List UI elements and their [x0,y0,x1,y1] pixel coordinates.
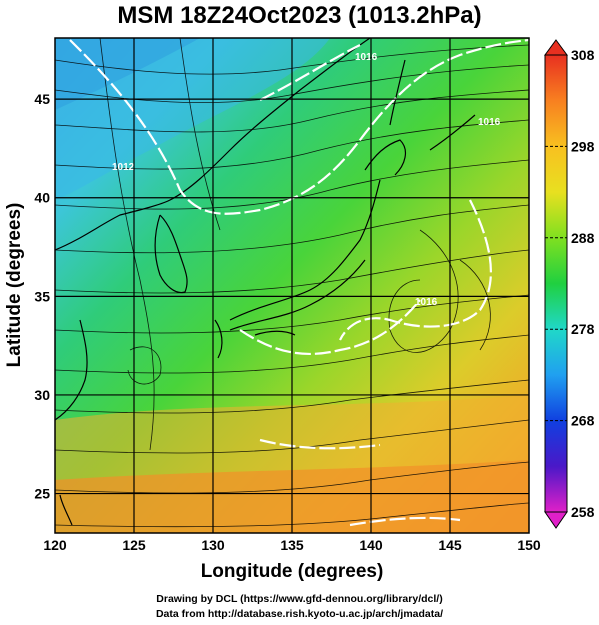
credits: Drawing by DCL (https://www.gfd-dennou.o… [0,592,599,622]
lon-tick-label: 150 [517,537,541,553]
lon-tick-label: 130 [201,537,225,553]
colorbar-tick-label: 288 [571,230,595,246]
colorbar: 308 298 288 278 268 258 [544,39,595,529]
credit-drawing: Drawing by DCL (https://www.gfd-dennou.o… [156,593,443,605]
x-axis-label: Longitude (degrees) [201,561,384,582]
colorbar-top-arrow [544,39,568,56]
coastlines [55,38,476,526]
latitude-tick-labels: 25 30 35 40 45 [34,91,50,501]
lon-tick-label: 125 [122,537,146,553]
colorbar-tick-label: 268 [571,413,595,429]
lat-tick-label: 35 [34,288,50,304]
contour-label: 1012 [112,162,135,173]
y-axis-label: Latitude (degrees) [4,203,25,368]
colorbar-bottom-arrow [544,511,568,529]
lat-tick-label: 30 [34,387,50,403]
map-frame [54,37,530,534]
lat-lon-grid [55,38,529,533]
isobars [69,38,529,527]
lon-tick-label: 140 [359,537,383,553]
colorbar-scale [544,54,568,513]
lon-tick-label: 120 [43,537,67,553]
longitude-tick-labels: 120 125 130 135 140 145 150 [43,537,541,553]
lon-tick-label: 135 [280,537,304,553]
lat-tick-label: 45 [34,91,50,107]
lat-tick-label: 40 [34,190,50,206]
colorbar-tick-label: 258 [571,504,595,520]
lon-tick-label: 145 [438,537,462,553]
colorbar-tick-label: 298 [571,138,595,154]
colorbar-tick-label: 278 [571,321,595,337]
contour-label: 1016 [355,52,378,63]
page-title: MSM 18Z24Oct2023 (1013.2hPa) [117,2,482,29]
contour-label: 1016 [478,117,501,128]
colorbar-tick-label: 308 [571,47,595,63]
credit-data: Data from http://database.rish.kyoto-u.a… [155,608,444,620]
contour-label: 1016 [415,297,438,308]
lat-tick-label: 25 [34,486,50,502]
